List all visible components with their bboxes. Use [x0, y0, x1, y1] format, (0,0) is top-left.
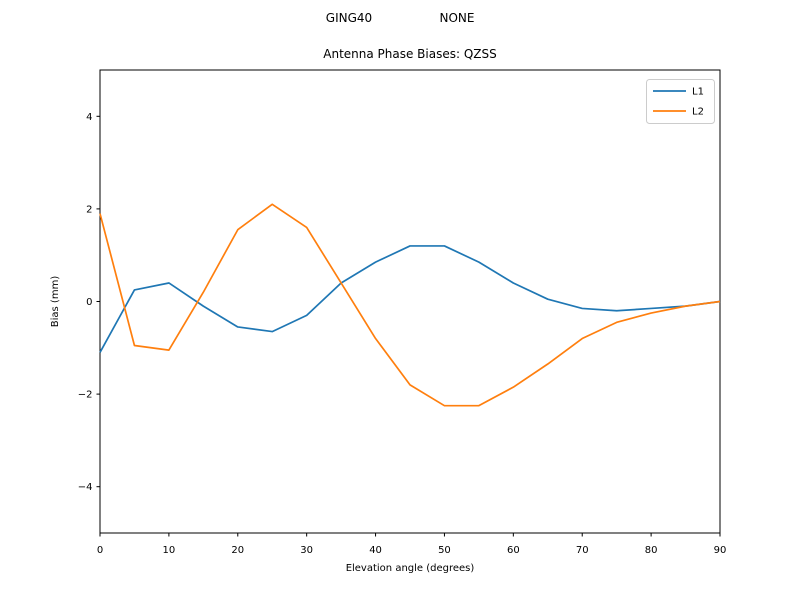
- suptitle-right: NONE: [440, 11, 475, 25]
- x-tick-label: 80: [645, 545, 658, 556]
- y-axis-ticks: −4 −2 0 2 4: [78, 112, 100, 493]
- y-tick-label: 4: [86, 112, 92, 123]
- legend-label-L1: L1: [692, 87, 704, 98]
- x-tick-label: 70: [576, 545, 589, 556]
- series-line-L2: [99, 203, 721, 407]
- x-tick-label: 90: [714, 545, 727, 556]
- plot-area-frame: [99, 69, 721, 534]
- legend-label-L2: L2: [692, 107, 704, 118]
- y-axis-label: Bias (mm): [50, 276, 61, 328]
- y-tick-label: −4: [78, 482, 93, 493]
- suptitle-left: GING40: [326, 11, 372, 25]
- x-tick-label: 20: [231, 545, 244, 556]
- x-tick-label: 30: [300, 545, 313, 556]
- x-tick-label: 40: [369, 545, 382, 556]
- x-tick-label: 60: [507, 545, 520, 556]
- y-tick-label: 2: [86, 204, 92, 215]
- x-tick-label: 0: [97, 545, 103, 556]
- legend: L1 L2: [646, 79, 715, 124]
- plot-series-lines: [99, 203, 721, 407]
- chart-title: Antenna Phase Biases: QZSS: [323, 47, 497, 61]
- legend-box: [646, 79, 715, 124]
- x-axis-ticks: 0 10 20 30 40 50 60 70 80 90: [97, 533, 727, 556]
- x-tick-label: 50: [438, 545, 451, 556]
- y-tick-label: 0: [86, 297, 92, 308]
- x-tick-label: 10: [163, 545, 176, 556]
- series-line-L1: [99, 245, 721, 353]
- x-axis-label: Elevation angle (degrees): [346, 563, 475, 574]
- y-tick-label: −2: [78, 390, 93, 401]
